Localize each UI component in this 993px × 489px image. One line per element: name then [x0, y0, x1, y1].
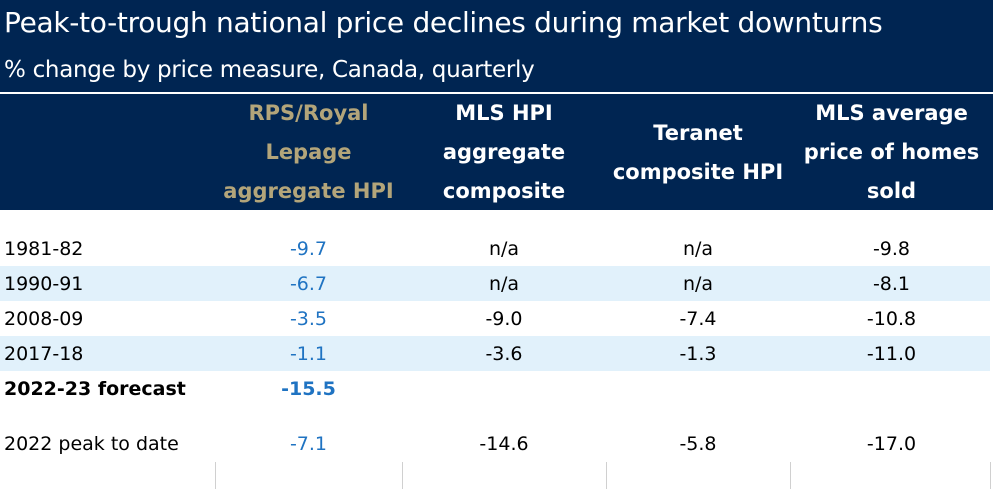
table-row: 2008-09 -3.5 -9.0 -7.4 -10.8 [0, 301, 990, 336]
value-teranet: n/a [682, 237, 714, 260]
value-rps-royal-lepage: -6.7 [289, 272, 328, 295]
value-mls-average-price: -17.0 [866, 432, 917, 455]
value-teranet [606, 371, 790, 406]
column-header-line: RPS/Royal [248, 101, 369, 125]
value-teranet: -5.8 [679, 432, 717, 455]
value-teranet: n/a [682, 272, 714, 295]
column-header-line: MLS HPI [455, 101, 553, 125]
column-header-line: sold [866, 179, 917, 203]
column-header-line: aggregate HPI [223, 179, 394, 203]
table-row: 2017-18 -1.1 -3.6 -1.3 -11.0 [0, 336, 990, 371]
column-separator [606, 462, 607, 489]
value-mls-average-price [790, 371, 993, 406]
table-subtitle: % change by price measure, Canada, quart… [4, 57, 535, 83]
column-header-line: price of homes [803, 140, 980, 164]
row-label: 2022 peak to date [4, 432, 179, 455]
value-mls-hpi: -9.0 [485, 307, 523, 330]
value-mls-hpi: -14.6 [479, 432, 529, 455]
column-separator [990, 462, 991, 489]
value-mls-hpi: -3.6 [485, 342, 523, 365]
value-rps-royal-lepage: -15.5 [281, 377, 336, 400]
column-header-line: Teranet [653, 120, 743, 145]
value-mls-hpi [402, 371, 606, 406]
value-rps-royal-lepage: -7.1 [289, 432, 328, 455]
column-header-line: MLS average [815, 101, 968, 125]
column-header-line: Lepage [265, 140, 352, 164]
value-mls-average-price: -9.8 [872, 237, 911, 260]
value-teranet: -7.4 [679, 307, 717, 330]
column-header-line: aggregate [442, 140, 566, 164]
table-title: Peak-to-trough national price declines d… [4, 6, 883, 39]
row-label: 2017-18 [4, 342, 84, 365]
value-mls-hpi: n/a [488, 237, 520, 260]
table-row-forecast: 2022-23 forecast -15.5 [0, 371, 990, 406]
value-mls-hpi: n/a [488, 272, 520, 295]
row-label: 2022-23 forecast [4, 377, 186, 400]
column-header-mls-hpi: MLS HPI aggregate composite [402, 95, 606, 210]
value-mls-average-price: -10.8 [866, 307, 917, 330]
column-header-line: composite HPI [612, 159, 784, 184]
value-rps-royal-lepage: -1.1 [289, 342, 328, 365]
row-label: 1981-82 [4, 237, 84, 260]
row-label: 1990-91 [4, 272, 84, 295]
column-separator [215, 462, 216, 489]
column-header-rps-royal-lepage: RPS/Royal Lepage aggregate HPI [215, 95, 402, 210]
title-divider [0, 92, 993, 94]
column-header-mls-average-price: MLS average price of homes sold [790, 95, 993, 210]
table-row: 1990-91 -6.7 n/a n/a -8.1 [0, 266, 990, 301]
table-header-band: Peak-to-trough national price declines d… [0, 0, 993, 210]
value-mls-average-price: -11.0 [866, 342, 917, 365]
value-mls-average-price: -8.1 [872, 272, 911, 295]
value-teranet: -1.3 [679, 342, 717, 365]
column-separator [402, 462, 403, 489]
value-rps-royal-lepage: -3.5 [289, 307, 328, 330]
table-row: 1981-82 -9.7 n/a n/a -9.8 [0, 231, 990, 266]
column-header-line: composite [442, 179, 566, 203]
row-label: 2008-09 [4, 307, 84, 330]
column-header-teranet: Teranet composite HPI [606, 95, 790, 210]
column-separator [790, 462, 791, 489]
table-row-peak-to-date: 2022 peak to date -7.1 -14.6 -5.8 -17.0 [0, 426, 990, 461]
value-rps-royal-lepage: -9.7 [289, 237, 328, 260]
